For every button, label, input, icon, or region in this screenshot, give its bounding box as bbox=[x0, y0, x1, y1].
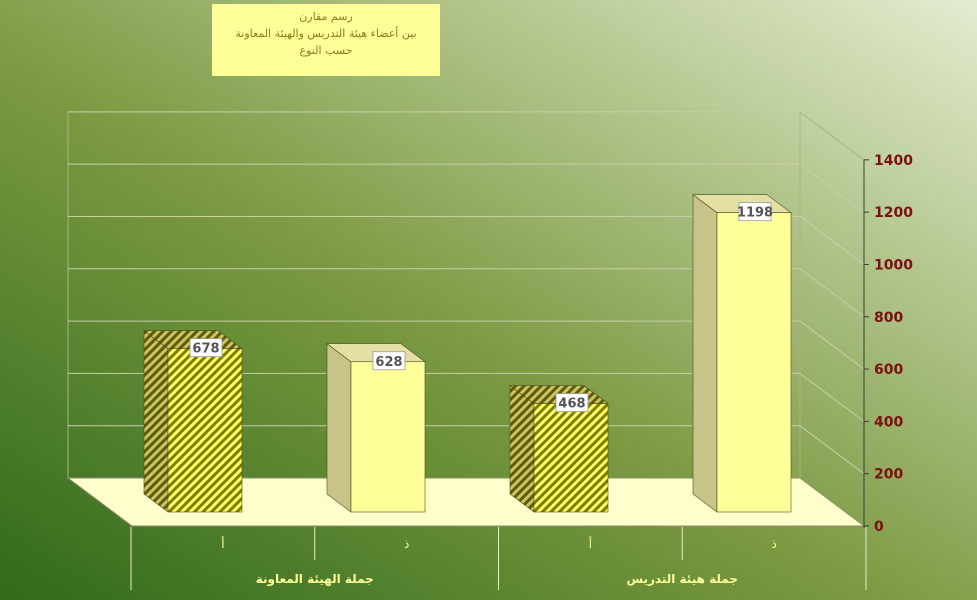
group-label: جملة الهيئة المعاونة bbox=[256, 572, 374, 587]
category-label: أ bbox=[589, 536, 592, 551]
y-tick-label: 1400 bbox=[874, 153, 913, 169]
y-tick-label: 600 bbox=[874, 362, 903, 378]
category-label: أ bbox=[221, 536, 224, 551]
side-gridline bbox=[799, 320, 865, 370]
value-label-box bbox=[738, 202, 772, 222]
chart-title-line-1: رسم مقارن bbox=[299, 10, 353, 23]
group-label: جملة هيئة التدريس bbox=[627, 572, 738, 586]
bar: 1198 bbox=[692, 194, 792, 513]
bars-group: 678 628 468 1198 bbox=[143, 194, 792, 513]
y-tick-label: 400 bbox=[874, 414, 903, 430]
bar-side-face bbox=[692, 194, 718, 513]
side-gridline bbox=[799, 268, 865, 318]
y-tick-label: 800 bbox=[874, 310, 903, 326]
x-axis: أ ذ أ ذ جملة الهيئة المعاونة جملة هيئة التدري… bbox=[130, 527, 867, 590]
y-tick-label: 1200 bbox=[874, 205, 913, 221]
side-gridline bbox=[799, 425, 865, 475]
value-label: 678 bbox=[192, 342, 219, 357]
bar-front-face bbox=[716, 212, 792, 513]
side-gridline bbox=[799, 163, 865, 213]
value-label: 468 bbox=[558, 397, 585, 412]
y-tick-label: 200 bbox=[874, 467, 903, 483]
side-gridline bbox=[799, 216, 865, 265]
category-label: ذ bbox=[404, 537, 409, 551]
value-label-box bbox=[555, 393, 589, 412]
y-tick-label: 1000 bbox=[874, 257, 913, 273]
side-gridline bbox=[799, 372, 865, 422]
value-label: 628 bbox=[375, 355, 402, 370]
bar: 628 bbox=[326, 343, 426, 513]
bar: 678 bbox=[143, 330, 243, 513]
value-label-box bbox=[372, 351, 406, 371]
chart-title-box: رسم مقارن بين أعضاء هيئة التدريس والهيئة… bbox=[212, 4, 440, 76]
bar-front-face bbox=[533, 403, 609, 513]
y-tick-label: 0 bbox=[874, 519, 884, 535]
bar: 468 bbox=[509, 384, 609, 513]
bar-front-face bbox=[350, 361, 426, 513]
y-axis: 0 200 400 600 800 1000 1200 1400 bbox=[863, 153, 913, 535]
value-label: 1198 bbox=[737, 206, 773, 221]
value-label-box bbox=[189, 338, 223, 358]
bar-front-face bbox=[167, 348, 243, 513]
chart-title-line-2: بين أعضاء هيئة التدريس والهيئة المعاونة bbox=[235, 27, 417, 40]
bar-side-face bbox=[143, 330, 169, 513]
side-wall-top bbox=[799, 111, 865, 161]
category-label: ذ bbox=[771, 537, 776, 551]
bar-side-face bbox=[509, 384, 535, 513]
bar-side-face bbox=[326, 343, 352, 513]
chart-title-line-3: حسب النوع bbox=[299, 44, 353, 57]
